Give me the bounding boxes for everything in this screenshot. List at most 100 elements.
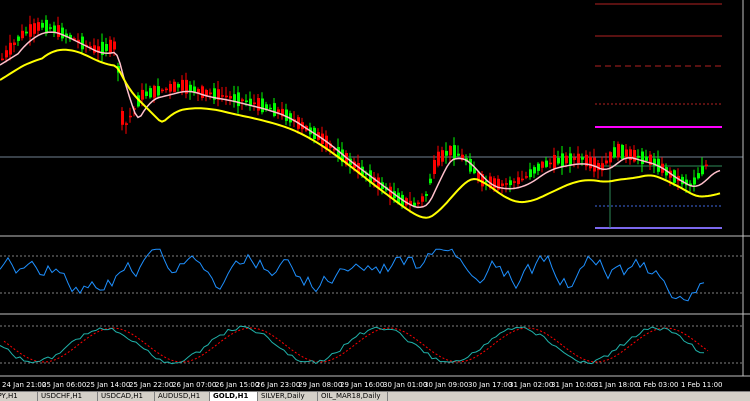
candle-body	[113, 41, 116, 50]
chart-tab[interactable]: AUDUSD,H1	[155, 392, 210, 401]
candle-body	[73, 38, 76, 40]
candle-body	[245, 100, 248, 102]
time-label: 26 Jan 23:00	[256, 381, 300, 389]
rsi-line	[0, 248, 705, 302]
candle-body	[565, 155, 568, 164]
candle-body	[697, 173, 700, 179]
chart-tab[interactable]: GOLD,H1	[210, 392, 258, 401]
chart-tab-bar: EURJPY,H1USDCHF,H1USDCAD,H1AUDUSD,H1GOLD…	[0, 391, 750, 401]
candle-body	[57, 25, 60, 37]
candle-body	[53, 25, 56, 34]
candle-body	[49, 27, 52, 29]
candle-body	[1, 58, 4, 61]
candle-body	[637, 155, 640, 158]
candle-body	[549, 162, 552, 165]
candle-body	[437, 151, 440, 166]
candle-body	[33, 23, 36, 34]
price-pane	[0, 3, 743, 229]
candle-body	[685, 179, 688, 186]
candle-body	[253, 102, 256, 105]
candle-body	[25, 31, 28, 34]
candle-body	[449, 146, 452, 156]
candle-body	[213, 88, 216, 100]
candle-body	[13, 42, 16, 45]
candle-body	[77, 39, 80, 43]
candle-body	[257, 98, 260, 111]
candle-body	[341, 149, 344, 162]
candle-body	[601, 163, 604, 171]
chart-tab[interactable]: EURJPY,H1	[0, 392, 38, 401]
candle-body	[633, 150, 636, 162]
candle-body	[233, 94, 236, 103]
candle-body	[269, 107, 272, 110]
candle-body	[573, 157, 576, 160]
candle-body	[545, 160, 548, 167]
candle-body	[649, 154, 652, 165]
candle-body	[509, 180, 512, 186]
candle-body	[5, 50, 8, 58]
candle-body	[241, 99, 244, 102]
candle-body	[109, 39, 112, 54]
candle-body	[625, 149, 628, 158]
candle-body	[477, 172, 480, 180]
time-label: 24 Jan 21:00	[2, 381, 46, 389]
candle-body	[425, 194, 428, 196]
candle-body	[249, 98, 252, 106]
chart-tab[interactable]: SILVER,Daily	[258, 392, 318, 401]
candle-body	[209, 92, 212, 95]
candle-body	[165, 88, 168, 91]
chart-tab[interactable]: OIL_MAR18,Daily	[318, 392, 388, 401]
candle-body	[29, 24, 32, 37]
candle-body	[265, 104, 268, 110]
candle-body	[613, 147, 616, 158]
candle-body	[121, 111, 124, 125]
candle-body	[273, 103, 276, 116]
candle-body	[501, 183, 504, 186]
candle-body	[421, 196, 424, 202]
candles	[1, 15, 708, 213]
candle-body	[413, 202, 416, 206]
candle-body	[37, 22, 40, 31]
candle-body	[345, 153, 348, 165]
candle-body	[577, 153, 580, 163]
candle-body	[125, 123, 128, 125]
candle-body	[181, 79, 184, 91]
candle-body	[153, 85, 156, 98]
candle-body	[569, 153, 572, 165]
candle-body	[169, 84, 172, 92]
candle-body	[529, 169, 532, 178]
time-label: 25 Jan 06:00	[42, 381, 86, 389]
candle-body	[481, 174, 484, 187]
candle-body	[81, 36, 84, 50]
chart-tab[interactable]: USDCAD,H1	[98, 392, 155, 401]
chart-tab[interactable]: USDCHF,H1	[38, 392, 98, 401]
candle-body	[705, 164, 708, 167]
candle-body	[433, 160, 436, 174]
candle-body	[225, 95, 228, 98]
candle-body	[533, 167, 536, 174]
candle-body	[589, 156, 592, 169]
candle-body	[173, 81, 176, 92]
candle-body	[161, 89, 164, 92]
candle-body	[237, 92, 240, 107]
candle-body	[417, 202, 420, 204]
time-label: 26 Jan 07:00	[172, 381, 216, 389]
candle-body	[513, 181, 516, 183]
candle-body	[69, 34, 72, 40]
candle-body	[9, 42, 12, 55]
time-label: 25 Jan 14:00	[86, 381, 130, 389]
candle-body	[597, 163, 600, 171]
moving-average-fast	[0, 31, 721, 209]
candle-body	[453, 145, 456, 159]
candle-body	[145, 91, 148, 96]
candle-body	[89, 46, 92, 48]
time-label: 30 Jan 01:00	[383, 381, 427, 389]
candle-body	[617, 143, 620, 158]
candle-body	[461, 154, 464, 160]
time-label: 31 Jan 18:00	[594, 381, 638, 389]
candle-body	[229, 96, 232, 99]
time-label: 26 Jan 15:00	[215, 381, 259, 389]
candle-body	[701, 166, 704, 175]
